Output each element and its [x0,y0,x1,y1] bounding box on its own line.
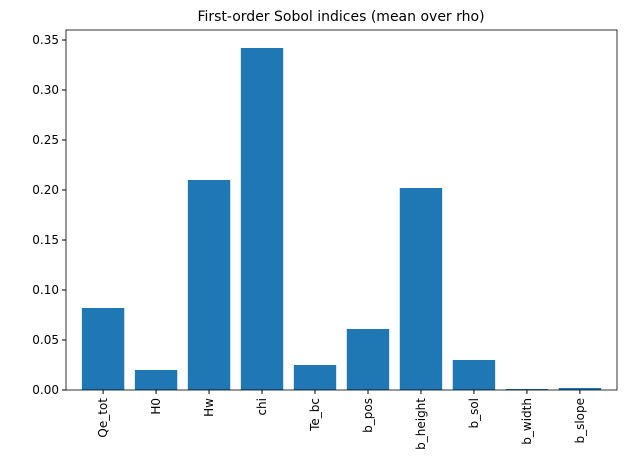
x-tick-label: Hw [202,398,216,417]
bar [134,370,178,390]
x-tick-label: b_height [414,398,428,450]
y-tick-label: 0.20 [32,183,59,197]
bar [81,308,125,390]
bar [558,388,602,390]
bar [240,48,284,390]
y-tick-label: 0.15 [32,233,59,247]
x-tick-label: Qe_tot [96,398,110,438]
bar [293,365,337,390]
x-tick-label: chi [255,398,269,416]
y-tick-label: 0.05 [32,333,59,347]
x-tick-label: b_width [520,398,534,445]
bar [399,188,443,390]
chart-title: First-order Sobol indices (mean over rho… [197,9,484,25]
y-tick-label: 0.00 [32,383,59,397]
x-tick-label: b_sol [467,398,481,429]
y-tick-label: 0.35 [32,33,59,47]
y-tick-label: 0.25 [32,133,59,147]
y-tick-label: 0.10 [32,283,59,297]
bar [452,360,496,390]
plot-frame [65,29,618,391]
bar [505,389,549,390]
x-tick-label: H0 [149,398,163,415]
x-tick-label: b_pos [361,398,375,433]
x-tick-label: Te_bc [308,398,322,432]
x-tick-label: b_slope [573,398,587,444]
bar [346,329,390,390]
bar [187,180,231,390]
y-tick-label: 0.30 [32,83,59,97]
